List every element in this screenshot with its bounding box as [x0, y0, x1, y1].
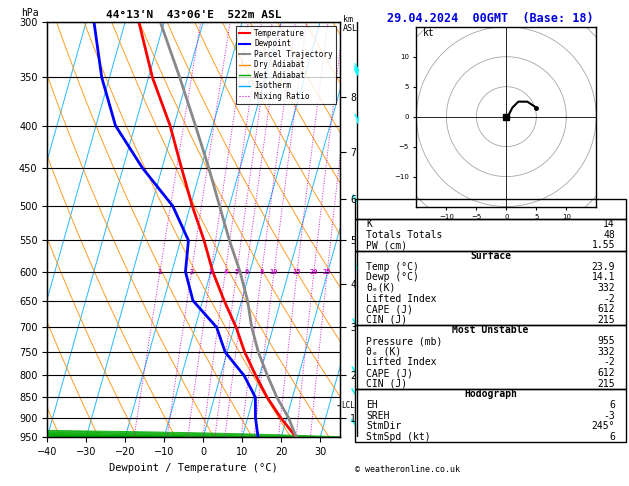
Text: 14: 14: [603, 219, 615, 229]
Text: hPa: hPa: [21, 8, 38, 17]
Text: 245°: 245°: [591, 421, 615, 431]
Text: 8: 8: [260, 269, 264, 275]
Text: θₑ(K): θₑ(K): [366, 283, 396, 293]
Text: Lifted Index: Lifted Index: [366, 294, 437, 304]
Text: Totals Totals: Totals Totals: [366, 230, 443, 240]
Text: -2: -2: [603, 357, 615, 367]
Text: 6: 6: [609, 400, 615, 410]
Text: Lifted Index: Lifted Index: [366, 357, 437, 367]
Text: kt: kt: [423, 28, 434, 38]
Text: 15: 15: [293, 269, 301, 275]
Text: 1.55: 1.55: [591, 240, 615, 250]
Text: 332: 332: [598, 283, 615, 293]
Text: Temp (°C): Temp (°C): [366, 261, 419, 272]
Text: StmSpd (kt): StmSpd (kt): [366, 432, 431, 442]
Text: CIN (J): CIN (J): [366, 315, 408, 325]
Text: 14.1: 14.1: [591, 272, 615, 282]
Text: CAPE (J): CAPE (J): [366, 368, 413, 378]
Text: θₑ (K): θₑ (K): [366, 347, 401, 357]
Text: Most Unstable: Most Unstable: [452, 326, 529, 335]
Text: PW (cm): PW (cm): [366, 240, 408, 250]
Text: 2: 2: [189, 269, 194, 275]
Text: 10: 10: [270, 269, 278, 275]
Text: -3: -3: [603, 411, 615, 421]
Text: EH: EH: [366, 400, 378, 410]
Text: Surface: Surface: [470, 251, 511, 261]
Text: 23.9: 23.9: [591, 261, 615, 272]
Text: StmDir: StmDir: [366, 421, 401, 431]
Text: 612: 612: [598, 304, 615, 314]
Text: 1: 1: [158, 269, 162, 275]
Text: 48: 48: [603, 230, 615, 240]
Text: 612: 612: [598, 368, 615, 378]
Text: CAPE (J): CAPE (J): [366, 304, 413, 314]
Text: 215: 215: [598, 315, 615, 325]
Text: Pressure (mb): Pressure (mb): [366, 336, 443, 346]
Text: Hodograph: Hodograph: [464, 389, 517, 399]
Text: 25: 25: [323, 269, 331, 275]
X-axis label: Dewpoint / Temperature (°C): Dewpoint / Temperature (°C): [109, 463, 278, 473]
Text: K: K: [366, 219, 372, 229]
Text: 5: 5: [235, 269, 239, 275]
Text: 332: 332: [598, 347, 615, 357]
Text: 29.04.2024  00GMT  (Base: 18): 29.04.2024 00GMT (Base: 18): [387, 12, 594, 25]
Text: 215: 215: [598, 379, 615, 389]
Text: -2: -2: [603, 294, 615, 304]
Text: CIN (J): CIN (J): [366, 379, 408, 389]
Text: 6: 6: [609, 432, 615, 442]
Text: 6: 6: [244, 269, 248, 275]
Text: SREH: SREH: [366, 411, 390, 421]
Text: LCL: LCL: [341, 401, 355, 410]
Legend: Temperature, Dewpoint, Parcel Trajectory, Dry Adiabat, Wet Adiabat, Isotherm, Mi: Temperature, Dewpoint, Parcel Trajectory…: [236, 26, 336, 104]
Title: 44°13'N  43°06'E  522m ASL: 44°13'N 43°06'E 522m ASL: [106, 10, 281, 20]
Text: 20: 20: [309, 269, 318, 275]
Text: 4: 4: [223, 269, 228, 275]
Text: Dewp (°C): Dewp (°C): [366, 272, 419, 282]
Text: 955: 955: [598, 336, 615, 346]
Text: km
ASL: km ASL: [343, 15, 358, 33]
Text: 3: 3: [209, 269, 213, 275]
Text: © weatheronline.co.uk: © weatheronline.co.uk: [355, 465, 460, 474]
